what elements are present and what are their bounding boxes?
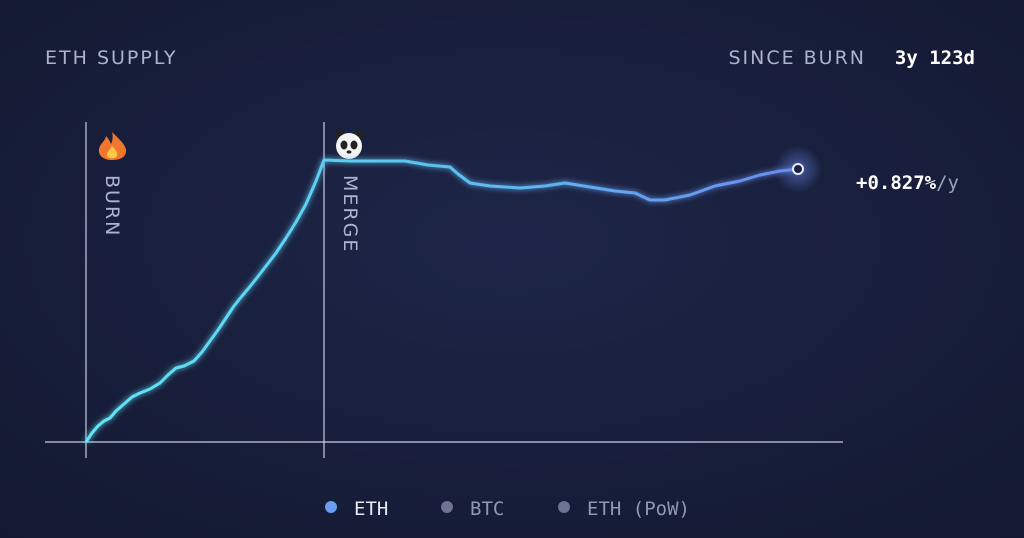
legend-label: BTC — [470, 498, 504, 520]
legend-dot — [325, 501, 337, 513]
since-label: SINCE BURN — [728, 47, 866, 69]
legend: ETH BTC ETH (PoW) — [325, 498, 690, 520]
fire-icon — [98, 132, 127, 160]
legend-label: ETH — [354, 498, 388, 520]
merge-label: MERGE — [339, 175, 361, 253]
legend-dot — [558, 501, 570, 513]
burn-label: BURN — [101, 175, 123, 237]
rate-unit: /y — [936, 172, 959, 194]
rate-value: +0.827% — [856, 172, 937, 194]
rate: +0.827%/y — [856, 172, 959, 194]
end-point — [792, 163, 804, 175]
legend-label: ETH (PoW) — [587, 498, 690, 520]
since-value: 3y 123d — [895, 47, 975, 69]
legend-dot — [441, 501, 453, 513]
eth-supply-line — [84, 158, 799, 443]
legend-item[interactable]: ETH — [325, 498, 388, 520]
panda-icon — [335, 130, 363, 159]
legend-item[interactable]: ETH (PoW) — [558, 498, 690, 520]
title: ETH SUPPLY — [45, 47, 178, 69]
legend-item[interactable]: BTC — [441, 498, 504, 520]
